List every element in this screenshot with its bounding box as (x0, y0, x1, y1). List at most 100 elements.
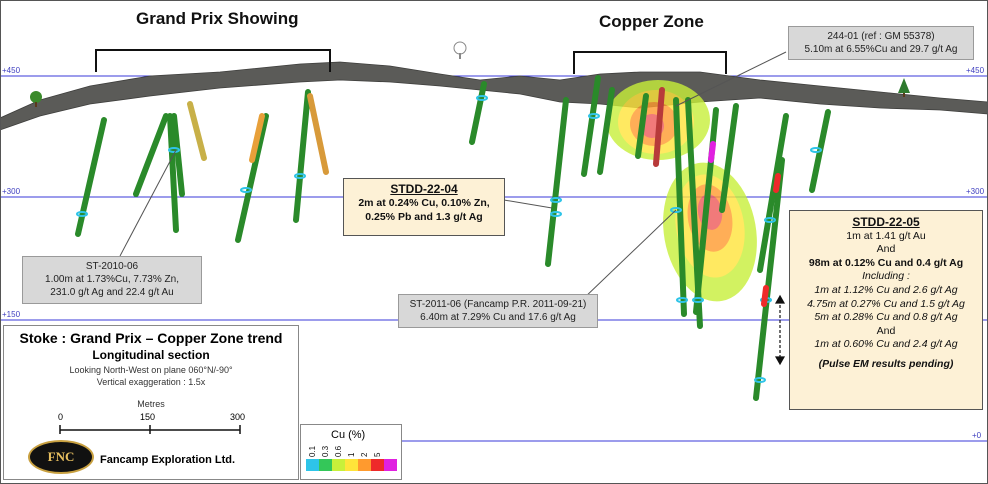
callout-stdd05-line10: (Pulse EM results pending) (818, 357, 954, 370)
pulse-em-arrow (774, 294, 786, 366)
elevation-label-300-right: +300 (966, 187, 985, 196)
section-subtitle: Longitudinal section (92, 348, 210, 362)
drillhole (719, 103, 739, 213)
elevation-label-0-right: +0 (972, 431, 982, 440)
callout-stdd-22-05: STDD-22-05 1m at 1.41 g/t Au And 98m at … (789, 210, 983, 410)
drillhole (673, 97, 687, 317)
assay-marker (754, 377, 766, 383)
scale-label: Metres (137, 399, 165, 409)
drillhole (133, 113, 169, 197)
callout-st-2010-06: ST-2010-06 1.00m at 1.73%Cu, 7.73% Zn, 2… (22, 256, 202, 304)
legend-swatch (319, 459, 332, 471)
elevation-label-300-left: +300 (2, 187, 21, 196)
company-name: Fancamp Exploration Ltd. (100, 454, 236, 466)
elevation-label-450-left: +450 (2, 66, 21, 75)
legend-value-label: 5 (373, 452, 382, 457)
drillholes (75, 75, 831, 401)
looking-direction: Looking North-West on plane 060°N/-90° (69, 365, 233, 375)
scale-bar (59, 425, 241, 434)
elevation-label-450-right: +450 (966, 66, 985, 75)
legend-swatch (332, 459, 345, 471)
drillhole (635, 93, 649, 159)
logo-text: FNC (47, 449, 75, 464)
tree-icon (898, 78, 910, 97)
tree-icon (453, 41, 467, 59)
drillhole (597, 87, 615, 175)
drillhole (249, 113, 265, 163)
drillhole (235, 113, 269, 243)
drillhole (757, 113, 789, 273)
assay-marker (670, 207, 682, 213)
high-grade-segment (708, 141, 716, 163)
callout-stdd04-line1: 2m at 0.24% Cu, 0.10% Zn, (358, 197, 490, 209)
leader-lines (119, 51, 787, 301)
topography-surface (0, 61, 988, 131)
assay-marker (294, 173, 306, 179)
callout-244-line2: 5.10m at 6.55%Cu and 29.7 g/t Ag (804, 44, 958, 55)
high-grade-segment (773, 173, 781, 193)
callout-stdd05-line8: And (876, 324, 896, 337)
callout-stdd05-line1: 1m at 1.41 g/t Au (846, 229, 926, 242)
assay-marker (810, 147, 822, 153)
callout-stdd04-header: STDD-22-04 (390, 182, 458, 196)
callout-stdd05-line6: 4.75m at 0.27% Cu and 1.5 g/t Ag (807, 297, 965, 310)
drillhole (187, 101, 207, 161)
assay-marker (550, 197, 562, 203)
legend-title: Cu (%) (331, 429, 366, 441)
legend-value-label: 0.6 (334, 445, 343, 457)
legend-value-label: 0.1 (308, 445, 317, 457)
drillhole (167, 113, 179, 233)
callout-st2011-line2: 6.40m at 7.29% Cu and 17.6 g/t Ag (420, 312, 576, 323)
legend-value-label: 2 (360, 452, 369, 457)
callout-st2010-line1: ST-2010-06 (85, 261, 139, 272)
legend-swatch (306, 459, 319, 471)
callout-st2010-line3: 231.0 g/t Ag and 22.4 g/t Au (50, 287, 174, 298)
vertical-exaggeration: Vertical exaggeration : 1.5x (96, 377, 206, 387)
copper-zone-title: Copper Zone (599, 12, 704, 31)
assay-marker (764, 217, 776, 223)
assay-marker (692, 297, 704, 303)
drillhole (307, 93, 329, 175)
cu-legend: Cu (%) 0.1 0.3 0.6 1 2 5 (300, 424, 402, 480)
legend-swatch (345, 459, 358, 471)
assay-markers (76, 95, 822, 383)
elevation-label-150-left: +150 (2, 310, 21, 319)
callout-244-line1: 244-01 (ref : GM 55378) (827, 31, 935, 42)
scale-tick-0: 0 (58, 412, 64, 422)
section-title: Stoke : Grand Prix – Copper Zone trend (19, 330, 283, 346)
legend-swatch (371, 459, 384, 471)
callout-stdd05-line4: Including : (862, 270, 910, 283)
legend-value-label: 0.3 (321, 445, 330, 457)
assay-marker (550, 211, 562, 217)
grand-prix-bracket (95, 49, 331, 72)
assay-marker (168, 147, 180, 153)
high-grade-segment (761, 285, 769, 307)
callout-st-2011-06: ST-2011-06 (Fancamp P.R. 2011-09-21) 6.4… (398, 294, 598, 328)
callout-stdd05-line3: 98m at 0.12% Cu and 0.4 g/t Ag (808, 256, 964, 269)
assay-marker (240, 187, 252, 193)
tree-icon (30, 91, 42, 107)
high-grade-markers (708, 141, 781, 307)
drillhole (653, 87, 665, 167)
callout-stdd05-line9: 1m at 0.60% Cu and 2.4 g/t Ag (814, 338, 958, 351)
callout-st2010-line2: 1.00m at 1.73%Cu, 7.73% Zn, (45, 274, 179, 285)
drillhole (581, 75, 601, 177)
drillhole (753, 157, 785, 401)
callout-stdd05-line2: And (876, 243, 896, 256)
callout-244-01: 244-01 (ref : GM 55378) 5.10m at 6.55%Cu… (788, 26, 974, 60)
drillhole (293, 89, 311, 223)
scale-tick-300: 300 (230, 412, 246, 422)
copper-zone-bracket (573, 51, 727, 74)
fancamp-logo: FNC (28, 440, 94, 474)
legend-swatch (384, 459, 397, 471)
callout-stdd05-line7: 5m at 0.28% Cu and 0.8 g/t Ag (814, 311, 958, 324)
callout-stdd-22-04: STDD-22-04 2m at 0.24% Cu, 0.10% Zn, 0.2… (343, 178, 505, 236)
drillhole (545, 97, 569, 267)
grand-prix-title: Grand Prix Showing (136, 9, 299, 28)
callout-st2011-line1: ST-2011-06 (Fancamp P.R. 2011-09-21) (409, 299, 587, 310)
callout-stdd05-line5: 1m at 1.12% Cu and 2.6 g/t Ag (814, 283, 958, 296)
legend-value-label: 1 (347, 452, 356, 457)
assay-marker (476, 95, 488, 101)
